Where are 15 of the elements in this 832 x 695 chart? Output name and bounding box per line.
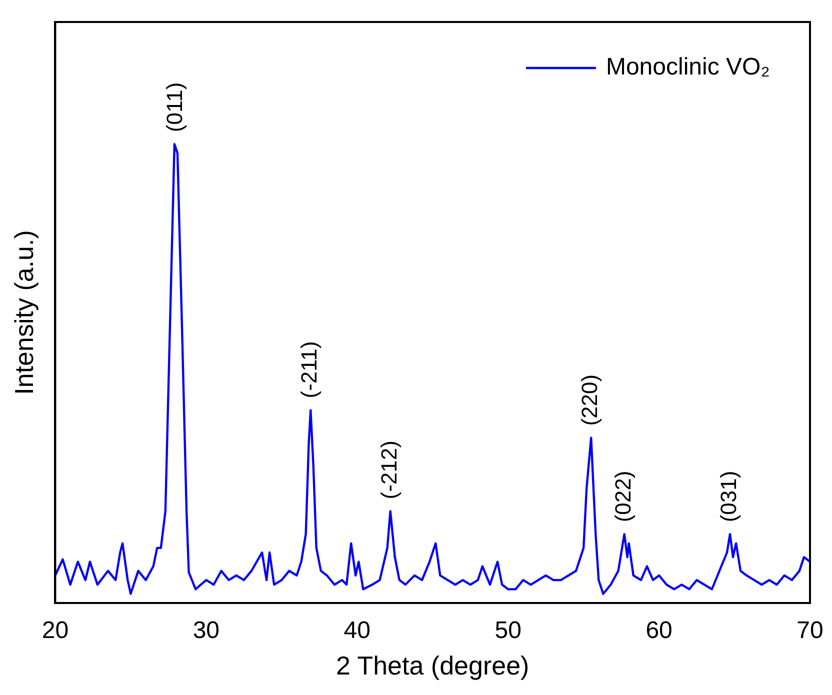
annotation: (031) (716, 470, 742, 522)
annotation: (220) (577, 374, 602, 426)
annotation: (-211) (296, 341, 322, 398)
x-tick-label: 20 (42, 617, 69, 644)
y-axis-title: Intensity (a.u.) (8, 230, 39, 395)
legend-label: Monoclinic VO₂ (606, 54, 770, 81)
x-tick-label: 30 (192, 617, 220, 644)
x-tick-label: 70 (796, 617, 824, 644)
x-tick-label: 40 (344, 617, 370, 644)
annotation: (-212) (376, 440, 402, 500)
x-tick-label: 60 (646, 617, 672, 644)
x-axis-title: 2 Theta (degree) (336, 650, 530, 681)
annotation: (011) (162, 82, 188, 132)
x-tick-label: 50 (494, 617, 522, 644)
annotation: (022) (610, 470, 636, 522)
